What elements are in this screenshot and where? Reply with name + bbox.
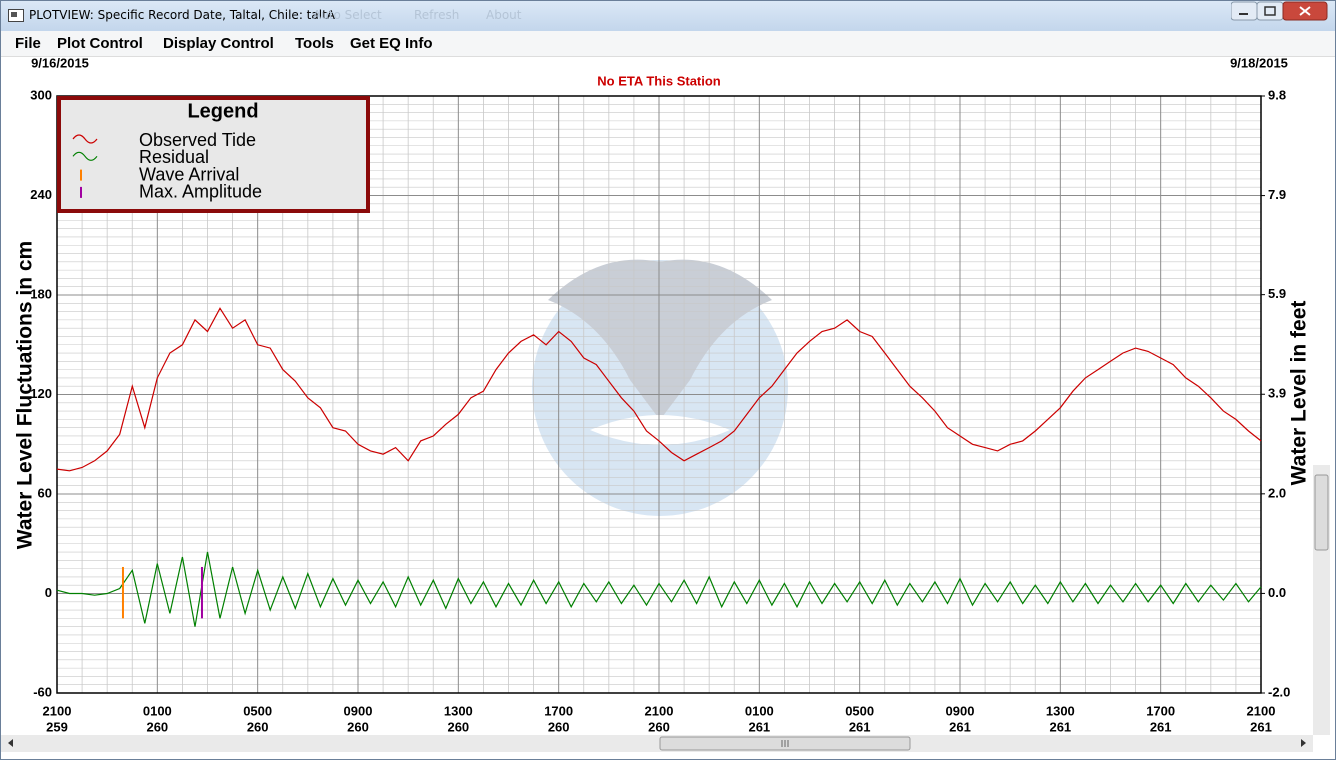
end-date: 9/18/2015 xyxy=(1230,56,1288,70)
y-tick-label: 240 xyxy=(30,187,52,202)
x-tick-day: 261 xyxy=(748,719,770,734)
y-tick-label: -60 xyxy=(33,684,52,699)
y2-tick-label: 7.9 xyxy=(1268,187,1286,202)
x-tick-label: 1700 xyxy=(544,703,573,718)
menu-item-disabled: Refresh xyxy=(414,8,460,22)
menu-item[interactable]: Plot Control xyxy=(57,35,143,52)
x-tick-label: 2100 xyxy=(1247,703,1276,718)
y2-axis-label: Water Level in feet xyxy=(1288,301,1311,486)
y-axis-label: Water Level Fluctuations in cm xyxy=(14,241,37,549)
y2-tick-label: 2.0 xyxy=(1268,485,1286,500)
legend-label: Wave Arrival xyxy=(139,164,239,184)
watermark-logo xyxy=(532,259,788,516)
legend-swatch xyxy=(72,151,98,161)
legend-swatch xyxy=(72,134,98,144)
menu-item[interactable]: Tools xyxy=(295,35,334,52)
y2-tick-label: 5.9 xyxy=(1268,286,1286,301)
y2-tick-label: 3.9 xyxy=(1268,386,1286,401)
y-tick-label: 0 xyxy=(45,585,52,600)
v-scrollbar[interactable] xyxy=(1313,465,1330,735)
title-bar: PLOTVIEW: Specific Record Date, Taltal, … xyxy=(1,1,1335,31)
x-tick-label: 0900 xyxy=(344,703,373,718)
y-tick-label: 120 xyxy=(30,386,52,401)
x-tick-day: 259 xyxy=(46,719,68,734)
y2-tick-label: 9.8 xyxy=(1268,87,1286,102)
x-tick-day: 260 xyxy=(648,719,670,734)
scroll-thumb[interactable] xyxy=(1314,474,1329,551)
x-tick-day: 261 xyxy=(1250,719,1272,734)
series-line xyxy=(56,551,1262,627)
x-tick-label: 0100 xyxy=(745,703,774,718)
x-tick-label: 0100 xyxy=(143,703,172,718)
menu-item-disabled: About xyxy=(486,8,522,22)
series-line xyxy=(56,307,1262,472)
app-icon xyxy=(8,9,24,22)
menu-item-disabled: Auto Select xyxy=(313,8,382,22)
chart-title: No ETA This Station xyxy=(597,73,721,88)
x-tick-label: 2100 xyxy=(43,703,72,718)
x-tick-day: 260 xyxy=(347,719,369,734)
legend-title: Legend xyxy=(187,100,258,122)
start-date: 9/16/2015 xyxy=(31,56,89,70)
legend-label: Observed Tide xyxy=(139,130,256,150)
x-tick-label: 1700 xyxy=(1146,703,1175,718)
plot-frame xyxy=(56,95,1262,694)
menu-item[interactable]: File xyxy=(15,35,41,52)
x-tick-label: 0500 xyxy=(243,703,272,718)
window-title: PLOTVIEW: Specific Record Date, Taltal, … xyxy=(29,8,335,22)
x-tick-day: 260 xyxy=(146,719,168,734)
menu-item[interactable]: Display Control xyxy=(163,35,274,52)
y-tick-label: 180 xyxy=(30,286,52,301)
y2-tick-label: -2.0 xyxy=(1268,684,1290,699)
menu-item[interactable]: Get EQ Info xyxy=(350,35,433,52)
x-tick-label: 0900 xyxy=(946,703,975,718)
window-controls[interactable] xyxy=(1231,1,1331,23)
maximize-button[interactable] xyxy=(1256,1,1284,21)
x-tick-label: 0500 xyxy=(845,703,874,718)
y2-tick-label: 0.0 xyxy=(1268,585,1286,600)
x-tick-day: 261 xyxy=(849,719,871,734)
menu-bar: File Plot Control Display Control Tools … xyxy=(1,31,1335,57)
legend-label: Max. Amplitude xyxy=(139,182,262,202)
y-tick-label: 60 xyxy=(38,485,52,500)
x-tick-day: 261 xyxy=(1049,719,1071,734)
y-tick-label: 300 xyxy=(30,87,52,102)
x-tick-label: 1300 xyxy=(444,703,473,718)
legend-label: Residual xyxy=(139,147,209,167)
h-scrollbar[interactable] xyxy=(1,735,1313,752)
x-tick-label: 1300 xyxy=(1046,703,1075,718)
x-tick-label: 2100 xyxy=(645,703,674,718)
x-tick-day: 260 xyxy=(447,719,469,734)
x-tick-day: 260 xyxy=(548,719,570,734)
minimize-button[interactable] xyxy=(1231,1,1258,21)
x-tick-day: 261 xyxy=(1150,719,1172,734)
chart: 9/16/2015 9/18/2015 No ETA This Station … xyxy=(1,56,1330,752)
x-tick-day: 261 xyxy=(949,719,971,734)
x-tick-day: 260 xyxy=(247,719,269,734)
